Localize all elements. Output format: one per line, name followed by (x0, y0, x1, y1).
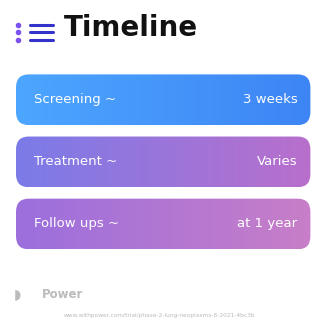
Text: ◗: ◗ (14, 287, 21, 301)
Text: at 1 year: at 1 year (237, 217, 298, 231)
Text: www.withpower.com/trial/phase-2-lung-neoplasms-8-2021-4bc3b: www.withpower.com/trial/phase-2-lung-neo… (64, 313, 256, 318)
Text: Varies: Varies (257, 155, 298, 168)
Text: Power: Power (42, 288, 83, 301)
Text: Treatment ~: Treatment ~ (34, 155, 117, 168)
Text: Follow ups ~: Follow ups ~ (34, 217, 119, 231)
Text: Timeline: Timeline (64, 14, 198, 42)
Text: 3 weeks: 3 weeks (243, 93, 298, 106)
Text: Screening ~: Screening ~ (34, 93, 116, 106)
